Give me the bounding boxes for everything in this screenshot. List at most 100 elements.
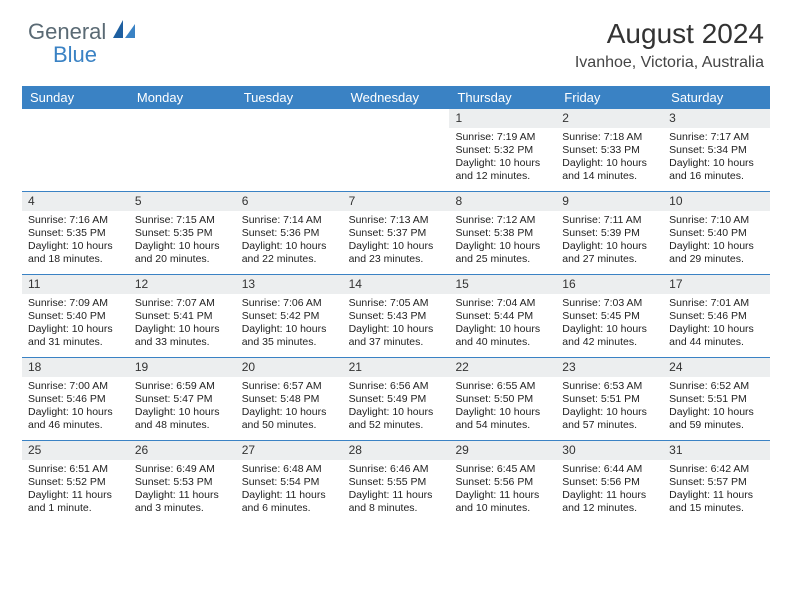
sunset-text: Sunset: 5:36 PM — [242, 227, 337, 240]
sunset-text: Sunset: 5:34 PM — [669, 144, 764, 157]
day-cell: 26Sunrise: 6:49 AMSunset: 5:53 PMDayligh… — [129, 441, 236, 523]
day-cell: 16Sunrise: 7:03 AMSunset: 5:45 PMDayligh… — [556, 275, 663, 357]
sunrise-text: Sunrise: 6:56 AM — [349, 380, 444, 393]
logo: General Blue — [28, 18, 139, 45]
sunrise-text: Sunrise: 7:05 AM — [349, 297, 444, 310]
sunset-text: Sunset: 5:47 PM — [135, 393, 230, 406]
day-header: Thursday — [449, 86, 556, 109]
day-details: Sunrise: 6:52 AMSunset: 5:51 PMDaylight:… — [663, 377, 770, 437]
day-details: Sunrise: 7:19 AMSunset: 5:32 PMDaylight:… — [449, 128, 556, 188]
sunrise-text: Sunrise: 6:51 AM — [28, 463, 123, 476]
daylight-text: Daylight: 10 hours and 16 minutes. — [669, 157, 764, 183]
sunset-text: Sunset: 5:57 PM — [669, 476, 764, 489]
day-cell: 23Sunrise: 6:53 AMSunset: 5:51 PMDayligh… — [556, 358, 663, 440]
day-details: Sunrise: 7:11 AMSunset: 5:39 PMDaylight:… — [556, 211, 663, 271]
title-block: August 2024 Ivanhoe, Victoria, Australia — [575, 18, 764, 72]
sunrise-text: Sunrise: 6:59 AM — [135, 380, 230, 393]
day-cell: 19Sunrise: 6:59 AMSunset: 5:47 PMDayligh… — [129, 358, 236, 440]
daylight-text: Daylight: 11 hours and 12 minutes. — [562, 489, 657, 515]
page-header: General Blue August 2024 Ivanhoe, Victor… — [0, 0, 792, 80]
day-cell: 5Sunrise: 7:15 AMSunset: 5:35 PMDaylight… — [129, 192, 236, 274]
day-number: 13 — [236, 275, 343, 294]
day-number: 25 — [22, 441, 129, 460]
logo-sail-icon — [111, 18, 137, 45]
calendar: Sunday Monday Tuesday Wednesday Thursday… — [22, 86, 770, 523]
day-number: 2 — [556, 109, 663, 128]
day-details: Sunrise: 7:09 AMSunset: 5:40 PMDaylight:… — [22, 294, 129, 354]
sunset-text: Sunset: 5:32 PM — [455, 144, 550, 157]
day-details: Sunrise: 7:18 AMSunset: 5:33 PMDaylight:… — [556, 128, 663, 188]
day-number — [129, 109, 236, 113]
day-details: Sunrise: 7:15 AMSunset: 5:35 PMDaylight:… — [129, 211, 236, 271]
day-number: 21 — [343, 358, 450, 377]
daylight-text: Daylight: 10 hours and 35 minutes. — [242, 323, 337, 349]
day-cell: 17Sunrise: 7:01 AMSunset: 5:46 PMDayligh… — [663, 275, 770, 357]
sunrise-text: Sunrise: 7:15 AM — [135, 214, 230, 227]
day-number: 3 — [663, 109, 770, 128]
daylight-text: Daylight: 11 hours and 15 minutes. — [669, 489, 764, 515]
day-cell: 7Sunrise: 7:13 AMSunset: 5:37 PMDaylight… — [343, 192, 450, 274]
sunset-text: Sunset: 5:49 PM — [349, 393, 444, 406]
week-row: 25Sunrise: 6:51 AMSunset: 5:52 PMDayligh… — [22, 440, 770, 523]
day-header-row: Sunday Monday Tuesday Wednesday Thursday… — [22, 86, 770, 109]
daylight-text: Daylight: 10 hours and 12 minutes. — [455, 157, 550, 183]
sunrise-text: Sunrise: 7:11 AM — [562, 214, 657, 227]
sunrise-text: Sunrise: 7:00 AM — [28, 380, 123, 393]
day-cell: 3Sunrise: 7:17 AMSunset: 5:34 PMDaylight… — [663, 109, 770, 191]
sunset-text: Sunset: 5:54 PM — [242, 476, 337, 489]
daylight-text: Daylight: 10 hours and 27 minutes. — [562, 240, 657, 266]
location-text: Ivanhoe, Victoria, Australia — [575, 54, 764, 72]
daylight-text: Daylight: 10 hours and 25 minutes. — [455, 240, 550, 266]
sunrise-text: Sunrise: 6:48 AM — [242, 463, 337, 476]
logo-text-1: General — [28, 19, 106, 45]
day-number — [236, 109, 343, 113]
sunset-text: Sunset: 5:35 PM — [135, 227, 230, 240]
daylight-text: Daylight: 10 hours and 31 minutes. — [28, 323, 123, 349]
sunset-text: Sunset: 5:44 PM — [455, 310, 550, 323]
day-cell — [129, 109, 236, 191]
day-number: 10 — [663, 192, 770, 211]
day-number: 26 — [129, 441, 236, 460]
day-number: 12 — [129, 275, 236, 294]
day-cell: 4Sunrise: 7:16 AMSunset: 5:35 PMDaylight… — [22, 192, 129, 274]
sunrise-text: Sunrise: 6:52 AM — [669, 380, 764, 393]
day-cell: 29Sunrise: 6:45 AMSunset: 5:56 PMDayligh… — [449, 441, 556, 523]
day-number: 28 — [343, 441, 450, 460]
daylight-text: Daylight: 11 hours and 3 minutes. — [135, 489, 230, 515]
sunset-text: Sunset: 5:55 PM — [349, 476, 444, 489]
sunset-text: Sunset: 5:39 PM — [562, 227, 657, 240]
week-row: 4Sunrise: 7:16 AMSunset: 5:35 PMDaylight… — [22, 191, 770, 274]
day-number: 31 — [663, 441, 770, 460]
day-details: Sunrise: 7:06 AMSunset: 5:42 PMDaylight:… — [236, 294, 343, 354]
day-cell: 27Sunrise: 6:48 AMSunset: 5:54 PMDayligh… — [236, 441, 343, 523]
day-details: Sunrise: 7:05 AMSunset: 5:43 PMDaylight:… — [343, 294, 450, 354]
sunrise-text: Sunrise: 7:13 AM — [349, 214, 444, 227]
day-details: Sunrise: 6:48 AMSunset: 5:54 PMDaylight:… — [236, 460, 343, 520]
day-cell: 10Sunrise: 7:10 AMSunset: 5:40 PMDayligh… — [663, 192, 770, 274]
day-details: Sunrise: 6:46 AMSunset: 5:55 PMDaylight:… — [343, 460, 450, 520]
day-number: 29 — [449, 441, 556, 460]
day-details: Sunrise: 6:51 AMSunset: 5:52 PMDaylight:… — [22, 460, 129, 520]
day-number: 4 — [22, 192, 129, 211]
sunset-text: Sunset: 5:42 PM — [242, 310, 337, 323]
sunrise-text: Sunrise: 6:53 AM — [562, 380, 657, 393]
sunset-text: Sunset: 5:46 PM — [28, 393, 123, 406]
sunrise-text: Sunrise: 7:12 AM — [455, 214, 550, 227]
day-number: 7 — [343, 192, 450, 211]
day-details: Sunrise: 6:57 AMSunset: 5:48 PMDaylight:… — [236, 377, 343, 437]
day-details: Sunrise: 6:56 AMSunset: 5:49 PMDaylight:… — [343, 377, 450, 437]
sunset-text: Sunset: 5:50 PM — [455, 393, 550, 406]
week-row: 11Sunrise: 7:09 AMSunset: 5:40 PMDayligh… — [22, 274, 770, 357]
daylight-text: Daylight: 11 hours and 10 minutes. — [455, 489, 550, 515]
day-details: Sunrise: 7:16 AMSunset: 5:35 PMDaylight:… — [22, 211, 129, 271]
sunrise-text: Sunrise: 7:18 AM — [562, 131, 657, 144]
sunset-text: Sunset: 5:48 PM — [242, 393, 337, 406]
sunset-text: Sunset: 5:43 PM — [349, 310, 444, 323]
day-cell: 28Sunrise: 6:46 AMSunset: 5:55 PMDayligh… — [343, 441, 450, 523]
sunset-text: Sunset: 5:40 PM — [28, 310, 123, 323]
sunset-text: Sunset: 5:46 PM — [669, 310, 764, 323]
day-cell: 22Sunrise: 6:55 AMSunset: 5:50 PMDayligh… — [449, 358, 556, 440]
daylight-text: Daylight: 10 hours and 46 minutes. — [28, 406, 123, 432]
sunrise-text: Sunrise: 6:42 AM — [669, 463, 764, 476]
day-details: Sunrise: 7:00 AMSunset: 5:46 PMDaylight:… — [22, 377, 129, 437]
